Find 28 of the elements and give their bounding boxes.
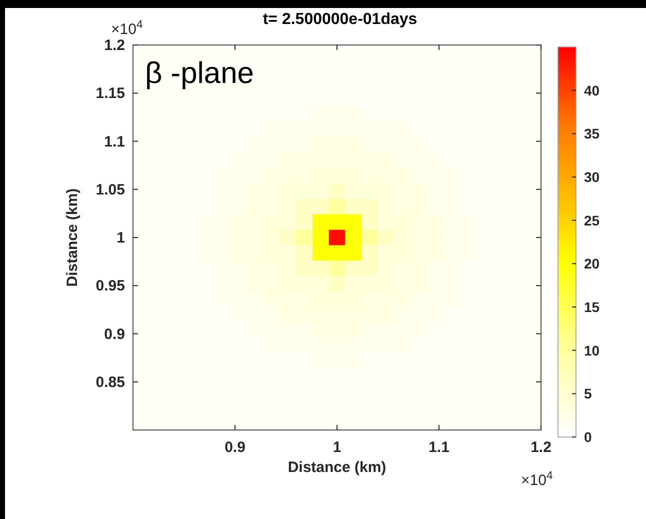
- color-bar-label: 5: [584, 386, 592, 402]
- colorbar: 0 5 10 15 20 25 30 35 40: [558, 46, 600, 445]
- color-bar-label: 0: [584, 429, 592, 445]
- y-tick-label: 0.95: [96, 278, 125, 295]
- x-tick-label: 1.1: [428, 439, 450, 456]
- y-tick-label: 1.15: [96, 85, 125, 102]
- color-bar-label: 25: [584, 212, 600, 228]
- color-bar-label: 10: [584, 342, 600, 358]
- x-tick-label: 1: [332, 439, 342, 456]
- y-axis-title: Distance (km): [64, 188, 81, 287]
- color-bar-label: 30: [584, 169, 600, 185]
- color-bar-label: 35: [584, 126, 600, 142]
- y-tick-label: 0.85: [96, 374, 125, 391]
- text: ×10$^{4}$: [521, 470, 553, 489]
- x-axis-title: Distance (km): [288, 459, 386, 476]
- y-tick-label: 1: [116, 230, 125, 246]
- x-tick-label: 1.2: [530, 439, 552, 456]
- color-bar-label: 20: [584, 256, 600, 272]
- y-tick-label: 1.2: [104, 37, 125, 54]
- color-bar-label: 15: [584, 299, 600, 315]
- text: ×10$^{4}$: [111, 19, 143, 38]
- y-tick-label: 0.9: [104, 326, 125, 343]
- y-tick-label: 1.05: [96, 181, 125, 198]
- annotation: β -plane: [145, 57, 254, 90]
- color-bar-label: 40: [584, 82, 600, 98]
- chart-title: t= 2.500000e-01days: [262, 11, 418, 28]
- y-tick-label: 1.1: [104, 133, 125, 150]
- x-tick-label: 0.9: [224, 439, 246, 456]
